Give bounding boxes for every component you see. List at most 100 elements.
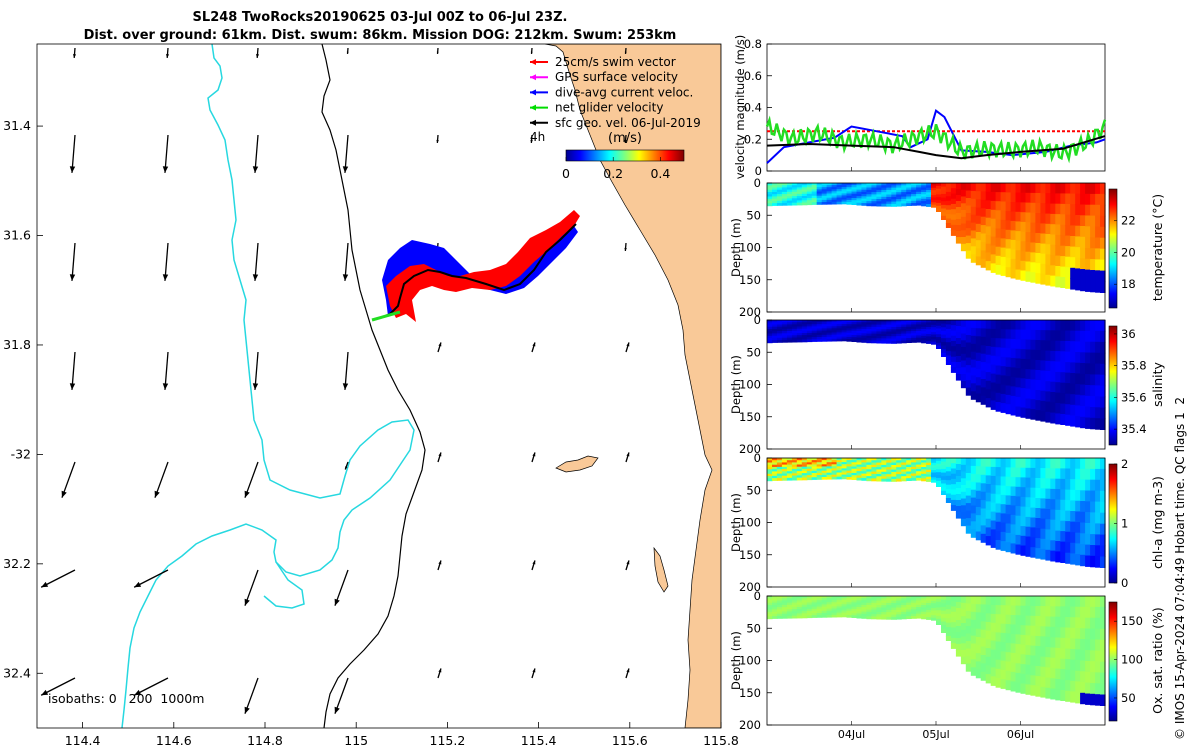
section-cell	[985, 596, 992, 606]
section-cell	[856, 611, 863, 615]
section-cell	[811, 475, 818, 478]
section-cell	[990, 466, 997, 477]
section-cell	[960, 340, 967, 348]
section-cell	[796, 604, 803, 608]
section-cell	[1045, 223, 1051, 235]
section-cell	[1100, 639, 1106, 652]
section-cell	[1030, 665, 1036, 676]
section-cell	[975, 256, 982, 266]
section-cell	[1090, 523, 1096, 535]
section-cell	[955, 374, 962, 381]
section-cell	[1040, 666, 1046, 678]
section-cell	[965, 503, 972, 512]
section-cell	[1060, 193, 1066, 205]
section-cell	[906, 329, 912, 332]
section-cell	[1040, 528, 1046, 540]
section-cell	[1060, 266, 1066, 278]
section-cell	[995, 503, 1002, 514]
section-cell	[1060, 468, 1066, 480]
section-cell	[876, 336, 882, 339]
section-cell	[945, 471, 952, 477]
section-cell	[1070, 553, 1076, 565]
section-cell	[866, 324, 872, 328]
section-cell	[786, 185, 793, 188]
section-cell	[1020, 477, 1027, 488]
section-cell	[990, 364, 997, 375]
section-cell	[891, 609, 897, 613]
section-cell	[1045, 606, 1051, 617]
island-2	[653, 546, 669, 593]
section-cell	[836, 474, 843, 478]
section-cell	[931, 327, 937, 331]
section-cell	[916, 326, 922, 330]
section-cell	[781, 611, 788, 615]
section-cell	[876, 203, 882, 207]
section-cell	[841, 191, 848, 194]
section-cell	[786, 191, 793, 195]
section-cell	[906, 335, 912, 339]
section-cell	[1075, 362, 1081, 374]
section-cell	[921, 598, 927, 602]
section-cell	[876, 201, 882, 205]
section-cell	[781, 189, 788, 193]
section-cell	[1015, 368, 1022, 379]
section-cell	[1065, 531, 1071, 543]
section-cell	[876, 471, 882, 475]
section-cell	[861, 462, 867, 466]
geo-velocity-arrowhead	[252, 166, 259, 173]
swim-vectors	[386, 210, 580, 322]
section-cell	[826, 612, 833, 616]
section-cell	[831, 187, 838, 190]
section-cell	[1005, 394, 1012, 405]
section-cell	[1095, 226, 1101, 239]
section-cell	[836, 472, 843, 476]
section-cell	[871, 469, 877, 473]
section-cell	[831, 330, 838, 334]
section-cell	[1025, 625, 1032, 636]
section-cell	[916, 328, 922, 332]
section-cell	[791, 602, 798, 606]
section-cell	[1075, 257, 1081, 269]
section-cell	[1020, 339, 1027, 350]
section-cell	[1010, 405, 1017, 416]
section-cell	[836, 193, 843, 197]
section-cell	[796, 193, 803, 197]
section-cell	[801, 187, 808, 191]
section-cell	[1045, 360, 1051, 372]
section-y-tick-label: 50	[746, 208, 761, 222]
section-cell	[916, 477, 922, 481]
section-cell	[906, 340, 912, 343]
section-cell	[866, 467, 872, 470]
section-cell	[926, 472, 932, 475]
section-cell	[1100, 545, 1106, 558]
section-cell	[960, 223, 967, 231]
section-cell	[896, 458, 902, 461]
section-cell	[811, 477, 818, 480]
section-cell	[886, 602, 892, 606]
section-cell	[896, 469, 902, 473]
section-cell	[866, 473, 872, 477]
section-cell	[970, 214, 977, 224]
section-cell	[980, 216, 987, 226]
section-cell	[995, 659, 1002, 670]
section-cell	[955, 183, 962, 190]
section-cell	[936, 483, 942, 487]
section-cell	[806, 200, 813, 203]
section-cell	[776, 604, 783, 608]
section-cell	[906, 198, 912, 202]
section-cell	[1045, 401, 1051, 413]
section-cell	[881, 336, 887, 339]
section-cell	[876, 474, 882, 477]
section-cell	[826, 193, 833, 197]
section-cell	[891, 329, 897, 333]
section-cell	[906, 331, 912, 334]
section-cell	[881, 331, 887, 335]
section-cell	[1100, 617, 1106, 630]
section-colorbar-tick-label: 2	[1121, 457, 1128, 471]
section-cell	[821, 470, 828, 474]
section-cell	[1030, 527, 1036, 538]
section-cell	[1005, 514, 1012, 525]
section-cell	[906, 460, 912, 463]
section-cell	[851, 475, 858, 478]
section-cell	[856, 598, 863, 601]
